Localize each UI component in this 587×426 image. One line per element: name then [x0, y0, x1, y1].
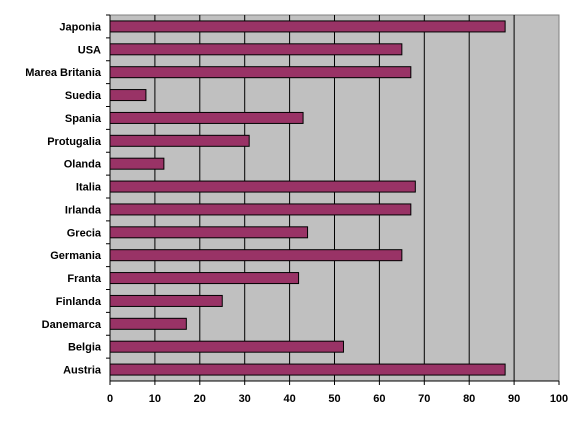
category-label: Austria — [63, 365, 102, 377]
category-label: Finlanda — [56, 296, 102, 308]
bar-danemarca — [109, 317, 187, 330]
x-tick-label: 40 — [283, 393, 295, 405]
category-label: Marea Britania — [25, 67, 102, 79]
category-label: Grecia — [67, 227, 102, 239]
bar-grecia — [109, 226, 309, 239]
category-label: Japonia — [59, 21, 101, 33]
category-label: Suedia — [65, 90, 102, 102]
bar-spania — [109, 111, 304, 124]
bar-protugalia — [109, 134, 250, 147]
bar-germania — [109, 249, 403, 262]
bar-irlanda — [109, 203, 412, 216]
category-label: Belgia — [68, 342, 102, 354]
x-tick-label: 70 — [418, 393, 430, 405]
category-label: Olanda — [64, 159, 102, 171]
x-tick-label: 20 — [194, 393, 206, 405]
x-tick-label: 10 — [149, 393, 161, 405]
x-tick-label: 80 — [463, 393, 475, 405]
bar-marea-britania — [109, 66, 412, 79]
bar-finlanda — [109, 294, 223, 307]
category-label: Irlanda — [65, 204, 102, 216]
category-label: Spania — [65, 113, 102, 125]
category-label: Protugalia — [47, 136, 102, 148]
category-label: Italia — [76, 182, 102, 194]
bar-usa — [109, 43, 403, 56]
x-tick-label: 90 — [508, 393, 520, 405]
x-axis: 0 10 20 30 40 50 60 70 80 90 100 — [106, 14, 568, 405]
x-tick-label: 30 — [239, 393, 251, 405]
bar-franta — [109, 272, 300, 285]
bar-austria — [109, 363, 506, 376]
bar-olanda — [109, 157, 165, 170]
x-tick-label: 0 — [107, 393, 113, 405]
x-tick-label: 50 — [328, 393, 340, 405]
x-tick-label: 60 — [373, 393, 385, 405]
bar-suedia — [109, 89, 147, 102]
category-label: Danemarca — [42, 319, 102, 331]
category-labels: Japonia USA Marea Britania Suedia Spania Prot… — [25, 21, 102, 376]
bar-italia — [109, 180, 416, 193]
bar-belgia — [109, 340, 344, 353]
bar-japonia — [109, 20, 506, 33]
category-label: Franta — [67, 273, 102, 285]
category-label: Germania — [50, 250, 102, 262]
category-label: USA — [78, 44, 101, 56]
x-tick-label: 100 — [550, 393, 568, 405]
